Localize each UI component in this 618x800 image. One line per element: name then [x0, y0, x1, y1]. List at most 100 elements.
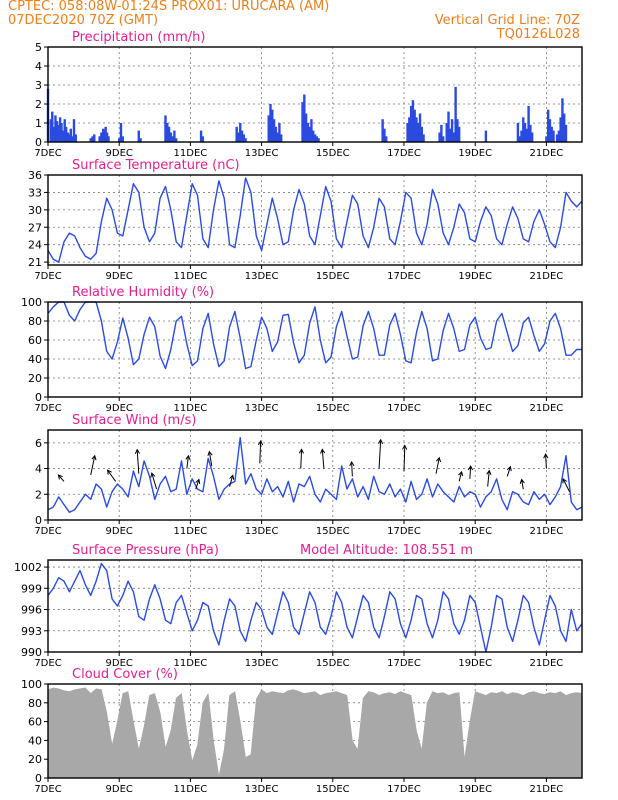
- cloud-xtick-label: 15DEC: [316, 784, 350, 795]
- temp-xtick-label: 17DEC: [387, 271, 421, 282]
- precip-bar: [413, 109, 416, 142]
- wind-arrow: [458, 471, 463, 482]
- precip-bar: [100, 132, 103, 142]
- precip-bar: [303, 94, 306, 142]
- temp-xtick-label: 19DEC: [458, 271, 492, 282]
- precip-bar: [552, 130, 555, 142]
- precip-ytick-label: 2: [35, 98, 42, 111]
- precip-bar: [563, 113, 566, 142]
- wind-ytick-label: 4: [35, 463, 42, 476]
- wind-arrow: [506, 466, 511, 477]
- precip-bar: [312, 130, 315, 142]
- wind-arrow: [208, 451, 213, 467]
- cloud-xtick-label: 13DEC: [245, 784, 279, 795]
- wind-arrow: [195, 479, 200, 490]
- cloud-frame: [47, 683, 583, 779]
- precip-bar: [118, 138, 121, 142]
- temp-ytick-label: 27: [28, 221, 42, 234]
- precip-bar: [104, 126, 107, 142]
- pressure-line: [47, 562, 583, 653]
- precip-bar: [166, 123, 169, 142]
- wind-arrow-head: [134, 448, 141, 455]
- precip-ytick-label: 4: [35, 60, 42, 73]
- precip-bar: [385, 136, 388, 142]
- header-model-code: TQ0126L028: [496, 27, 580, 42]
- header-run-time: 07DEC2020 70Z (GMT): [8, 13, 159, 28]
- precip-bar: [107, 136, 110, 142]
- precip-xtick-label: 11DEC: [174, 148, 208, 159]
- temp-ytick-label: 33: [28, 186, 42, 199]
- precip-bar: [66, 132, 70, 142]
- precip-bar: [52, 126, 56, 142]
- temp-ytick-label: 21: [28, 256, 42, 269]
- precip-bar: [525, 128, 529, 142]
- precip-bar: [60, 123, 63, 142]
- temp-xtick-label: 7DEC: [34, 271, 61, 282]
- precip-bar: [418, 113, 422, 142]
- precip-bar: [271, 109, 274, 142]
- precip-bar: [529, 124, 532, 142]
- rh-xtick-label: 19DEC: [458, 403, 492, 414]
- precip-bar: [171, 136, 174, 142]
- precip-bar: [72, 119, 76, 142]
- wind-line: [47, 437, 583, 513]
- wind-arrow-head: [562, 477, 568, 484]
- precip-bar: [237, 132, 240, 142]
- precip-bar: [89, 138, 92, 142]
- precip-bar: [137, 130, 140, 142]
- precip-bar: [244, 138, 247, 142]
- temp-xtick-label: 21DEC: [530, 271, 564, 282]
- precip-title: Precipitation (mm/h): [72, 30, 205, 45]
- wind-arrow: [136, 449, 140, 474]
- precip-bar: [310, 119, 313, 142]
- precip-bar: [420, 126, 423, 142]
- temp-ytick-label: 24: [28, 239, 42, 252]
- rh-ytick-label: 40: [28, 353, 42, 366]
- pressure-xtick-label: 11DEC: [174, 658, 208, 669]
- precip-ytick-label: 0: [35, 136, 42, 149]
- wind-arrow-head: [402, 444, 408, 450]
- precip-bar: [454, 86, 457, 142]
- precip-bar: [306, 123, 310, 142]
- precip-bar: [456, 119, 459, 142]
- temp-line: [47, 177, 583, 263]
- cloud-xtick-label: 19DEC: [458, 784, 492, 795]
- precip-bar: [278, 123, 281, 142]
- precip-xtick-label: 7DEC: [34, 148, 61, 159]
- precip-bar: [415, 117, 418, 142]
- precip-xtick-label: 13DEC: [245, 148, 279, 159]
- pressure-ytick-label: 990: [21, 646, 42, 659]
- precip-bar: [105, 132, 109, 142]
- precip-bar: [69, 128, 72, 142]
- wind-xtick-label: 9DEC: [106, 526, 133, 537]
- precip-bar: [449, 128, 452, 142]
- wind-title: Surface Wind (m/s): [72, 413, 196, 428]
- cloud-ytick-label: 0: [35, 772, 42, 785]
- precip-bar: [315, 136, 318, 142]
- precip-bar: [74, 134, 77, 142]
- wind-xtick-label: 19DEC: [458, 526, 492, 537]
- wind-xtick-label: 13DEC: [245, 526, 279, 537]
- wind-xtick-label: 7DEC: [34, 526, 61, 537]
- wind-ytick-label: 0: [35, 514, 42, 527]
- wind-arrow-head: [195, 478, 201, 485]
- precip-bar: [93, 134, 96, 142]
- precip-bar: [308, 126, 311, 142]
- wind-arrow-head: [377, 438, 384, 445]
- cloud-xtick-label: 21DEC: [530, 784, 564, 795]
- pressure-xtick-label: 15DEC: [316, 658, 350, 669]
- precip-bar: [164, 115, 167, 142]
- precip-bar: [49, 119, 53, 142]
- cloud-ytick-label: 20: [28, 753, 42, 766]
- cloud-title: Cloud Cover (%): [72, 667, 178, 682]
- precip-bar: [313, 134, 317, 142]
- rh-xtick-label: 11DEC: [174, 403, 208, 414]
- rh-xtick-label: 15DEC: [316, 403, 350, 414]
- precip-bar: [317, 138, 320, 142]
- temp-title: Surface Temperature (nC): [72, 158, 240, 173]
- precip-bar: [406, 123, 409, 142]
- header-grid-line: Vertical Grid Line: 70Z: [434, 13, 580, 28]
- precip-bar: [55, 121, 59, 142]
- pressure-subtitle: Model Altitude: 108.551 m: [300, 543, 473, 558]
- precip-bar: [452, 132, 456, 142]
